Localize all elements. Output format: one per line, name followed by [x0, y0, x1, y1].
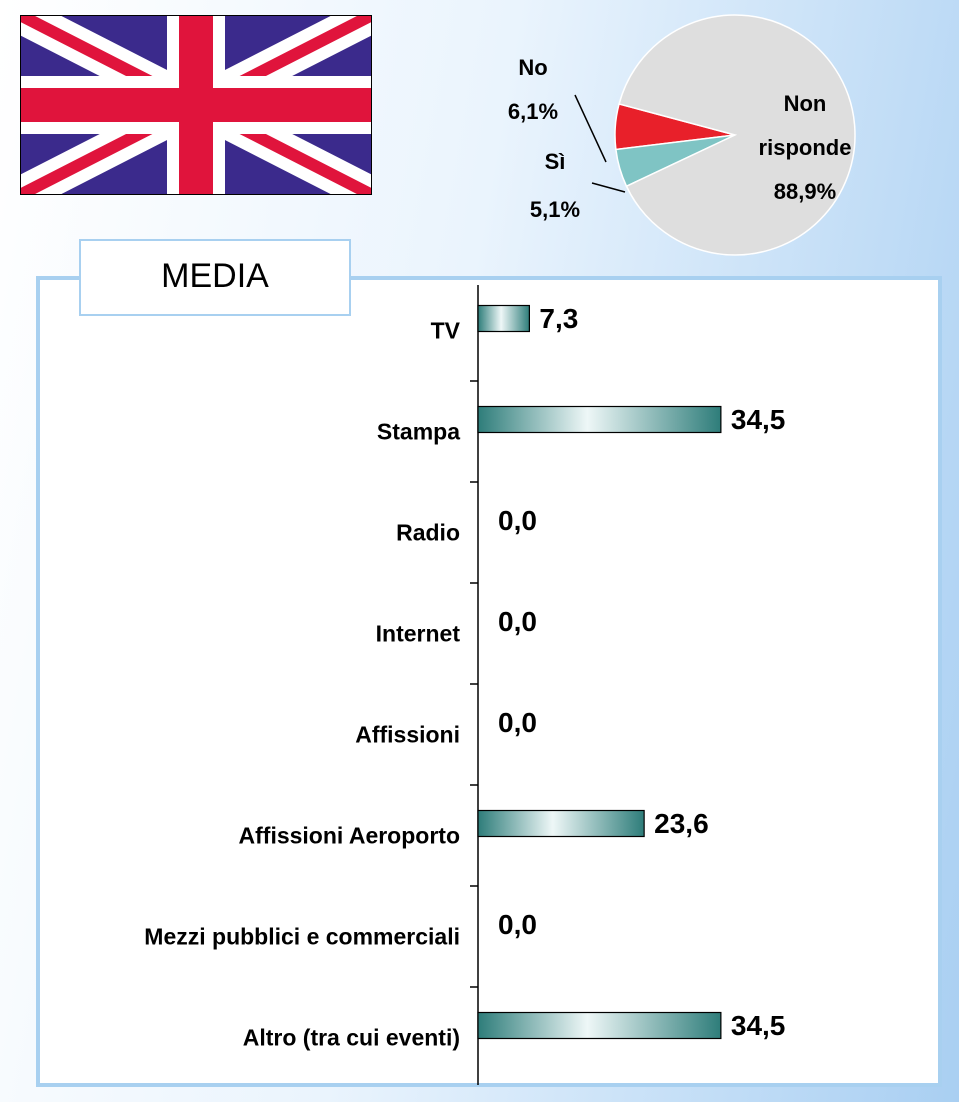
leader-line — [591, 182, 626, 193]
value-label: 0,0 — [498, 707, 537, 738]
y-tick-label: Mezzi pubblici e commerciali — [144, 924, 460, 950]
bar — [477, 405, 722, 434]
pie-value-label: 88,9% — [773, 179, 837, 204]
pie-value-label: 5,1% — [529, 197, 581, 222]
value-label: 34,5 — [731, 1010, 786, 1041]
y-tick-label: Stampa — [377, 419, 460, 445]
chart-title: MEDIA — [161, 257, 269, 295]
y-tick-label: Radio — [396, 520, 460, 546]
y-tick-label: TV — [431, 318, 461, 344]
bar — [477, 809, 645, 838]
y-tick-label: Internet — [376, 621, 461, 647]
bar — [477, 304, 530, 333]
pie-slice — [618, 14, 856, 256]
pie-label: Non risponde — [758, 91, 852, 160]
y-tick-label: Affissioni Aeroporto — [239, 823, 460, 849]
flag — [20, 15, 372, 195]
value-label: 0,0 — [498, 505, 537, 536]
leader-line — [574, 94, 607, 163]
y-tick-label: Affissioni — [355, 722, 460, 748]
value-label: 0,0 — [498, 909, 537, 940]
value-label: 0,0 — [498, 606, 537, 637]
value-label: 34,5 — [731, 404, 786, 435]
pie-value-label: 6,1% — [507, 99, 559, 124]
pie-label: No — [518, 55, 548, 80]
value-label: 23,6 — [654, 808, 709, 839]
pie-label: Sì — [544, 149, 566, 174]
panel: MEDIA — [36, 239, 942, 1087]
y-tick-label: Altro (tra cui eventi) — [243, 1025, 460, 1051]
bar — [477, 1011, 722, 1040]
value-label: 7,3 — [539, 303, 578, 334]
